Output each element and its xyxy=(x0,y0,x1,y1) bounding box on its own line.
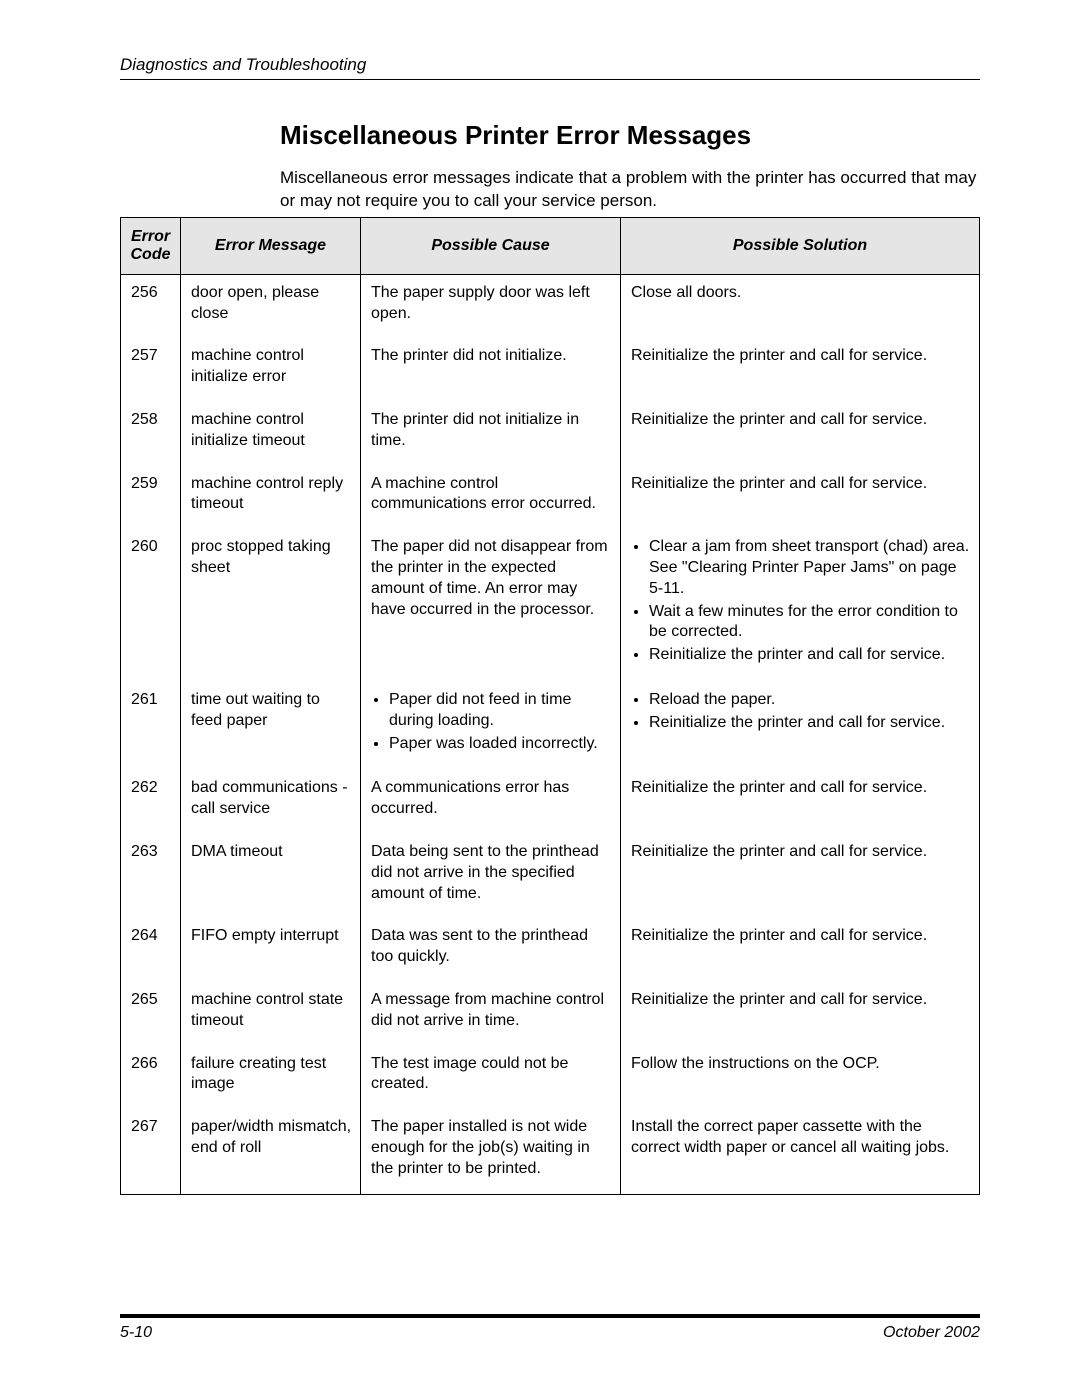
cell-possible-cause: The paper installed is not wide enough f… xyxy=(361,1109,621,1194)
cell-possible-solution: Install the correct paper cassette with … xyxy=(621,1109,980,1194)
cell-possible-solution: Clear a jam from sheet transport (chad) … xyxy=(621,529,980,682)
list-item: Paper did not feed in time during loadin… xyxy=(389,690,612,732)
cell-possible-solution: Follow the instructions on the OCP. xyxy=(621,1046,980,1110)
table-row: 260proc stopped taking sheetThe paper di… xyxy=(121,529,980,682)
cell-error-code: 258 xyxy=(121,402,181,466)
cell-error-code: 264 xyxy=(121,918,181,982)
cell-error-code: 256 xyxy=(121,274,181,338)
cell-possible-solution: Reinitialize the printer and call for se… xyxy=(621,982,980,1046)
list-item: Reload the paper. xyxy=(649,690,971,711)
table-row: 257machine control initialize errorThe p… xyxy=(121,338,980,402)
table-row: 261time out waiting to feed paper Paper d… xyxy=(121,682,980,770)
cell-possible-solution: Reinitialize the printer and call for se… xyxy=(621,918,980,982)
cell-possible-cause: A message from machine control did not a… xyxy=(361,982,621,1046)
list-item: Reinitialize the printer and call for se… xyxy=(649,645,971,666)
cell-possible-solution: Reinitialize the printer and call for se… xyxy=(621,770,980,834)
cell-error-message: machine control initialize timeout xyxy=(181,402,361,466)
cell-possible-cause: Data being sent to the printhead did not… xyxy=(361,834,621,918)
cell-error-code: 257 xyxy=(121,338,181,402)
cell-possible-cause: A communications error has occurred. xyxy=(361,770,621,834)
cell-error-message: machine control reply timeout xyxy=(181,466,361,530)
table-row: 258machine control initialize timeoutThe… xyxy=(121,402,980,466)
col-error-message: Error Message xyxy=(181,217,361,274)
cell-error-message: FIFO empty interrupt xyxy=(181,918,361,982)
cell-error-message: machine control state timeout xyxy=(181,982,361,1046)
cell-possible-cause: The test image could not be created. xyxy=(361,1046,621,1110)
cell-possible-solution: Close all doors. xyxy=(621,274,980,338)
col-possible-solution: Possible Solution xyxy=(621,217,980,274)
cell-error-message: failure creating test image xyxy=(181,1046,361,1110)
footer-page-number: 5-10 xyxy=(120,1324,152,1342)
section-header: Diagnostics and Troubleshooting xyxy=(120,55,366,74)
cell-error-code: 259 xyxy=(121,466,181,530)
footer-date: October 2002 xyxy=(883,1324,980,1342)
cell-possible-cause: Paper did not feed in time during loadin… xyxy=(361,682,621,770)
cell-error-message: proc stopped taking sheet xyxy=(181,529,361,682)
col-possible-cause: Possible Cause xyxy=(361,217,621,274)
cell-possible-cause: A machine control communications error o… xyxy=(361,466,621,530)
cell-possible-solution: Reinitialize the printer and call for se… xyxy=(621,834,980,918)
cell-error-message: time out waiting to feed paper xyxy=(181,682,361,770)
cell-error-code: 263 xyxy=(121,834,181,918)
error-table: Error Code Error Message Possible Cause … xyxy=(120,217,980,1195)
cell-possible-cause: The printer did not initialize. xyxy=(361,338,621,402)
table-row: 264FIFO empty interruptData was sent to … xyxy=(121,918,980,982)
cell-possible-solution: Reinitialize the printer and call for se… xyxy=(621,338,980,402)
cell-error-code: 267 xyxy=(121,1109,181,1194)
cell-possible-solution: Reload the paper.Reinitialize the printe… xyxy=(621,682,980,770)
table-row: 262bad communications - call serviceA co… xyxy=(121,770,980,834)
table-row: 259machine control reply timeoutA machin… xyxy=(121,466,980,530)
cell-error-code: 262 xyxy=(121,770,181,834)
cell-possible-cause: The paper supply door was left open. xyxy=(361,274,621,338)
page-title: Miscellaneous Printer Error Messages xyxy=(280,120,980,151)
cell-error-message: machine control initialize error xyxy=(181,338,361,402)
cell-possible-solution: Reinitialize the printer and call for se… xyxy=(621,466,980,530)
intro-paragraph: Miscellaneous error messages indicate th… xyxy=(280,167,980,213)
list-item: Reinitialize the printer and call for se… xyxy=(649,713,971,734)
cell-error-message: door open, please close xyxy=(181,274,361,338)
list-item: Clear a jam from sheet transport (chad) … xyxy=(649,537,971,599)
cell-error-message: DMA timeout xyxy=(181,834,361,918)
cell-possible-cause: Data was sent to the printhead too quick… xyxy=(361,918,621,982)
cell-error-code: 261 xyxy=(121,682,181,770)
list-item: Wait a few minutes for the error conditi… xyxy=(649,602,971,644)
cell-possible-cause: The printer did not initialize in time. xyxy=(361,402,621,466)
cell-error-message: paper/width mismatch, end of roll xyxy=(181,1109,361,1194)
table-row: 256door open, please closeThe paper supp… xyxy=(121,274,980,338)
table-row: 263DMA timeoutData being sent to the pri… xyxy=(121,834,980,918)
cell-error-code: 265 xyxy=(121,982,181,1046)
table-row: 266failure creating test imageThe test i… xyxy=(121,1046,980,1110)
cell-error-code: 260 xyxy=(121,529,181,682)
list-item: Paper was loaded incorrectly. xyxy=(389,734,612,755)
page-footer: 5-10 October 2002 xyxy=(120,1314,980,1342)
cell-error-message: bad communications - call service xyxy=(181,770,361,834)
col-error-code: Error Code xyxy=(121,217,181,274)
table-row: 267paper/width mismatch, end of rollThe … xyxy=(121,1109,980,1194)
cell-possible-solution: Reinitialize the printer and call for se… xyxy=(621,402,980,466)
cell-error-code: 266 xyxy=(121,1046,181,1110)
table-row: 265machine control state timeoutA messag… xyxy=(121,982,980,1046)
cell-possible-cause: The paper did not disappear from the pri… xyxy=(361,529,621,682)
